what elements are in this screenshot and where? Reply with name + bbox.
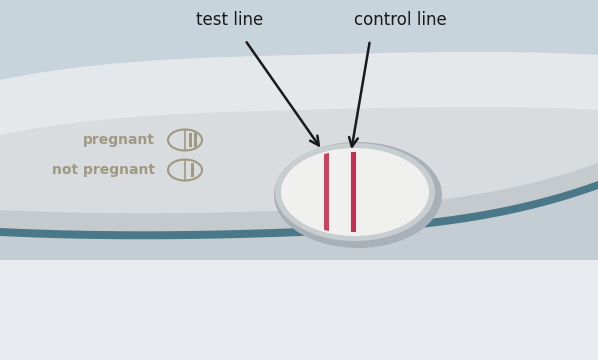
- Bar: [0, 260, 598, 360]
- Polygon shape: [324, 152, 328, 232]
- Polygon shape: [0, 52, 598, 235]
- Polygon shape: [0, 181, 598, 239]
- Ellipse shape: [274, 142, 442, 248]
- Polygon shape: [0, 163, 598, 235]
- Polygon shape: [191, 163, 194, 177]
- Polygon shape: [0, 52, 598, 135]
- Polygon shape: [350, 152, 355, 232]
- Text: pregnant: pregnant: [83, 133, 155, 147]
- Ellipse shape: [281, 148, 429, 236]
- Text: test line: test line: [196, 11, 264, 29]
- Text: not pregnant: not pregnant: [52, 163, 155, 177]
- Bar: [0, 0, 598, 120]
- Polygon shape: [194, 133, 197, 147]
- Polygon shape: [188, 133, 191, 147]
- Text: control line: control line: [353, 11, 446, 29]
- Ellipse shape: [275, 143, 435, 241]
